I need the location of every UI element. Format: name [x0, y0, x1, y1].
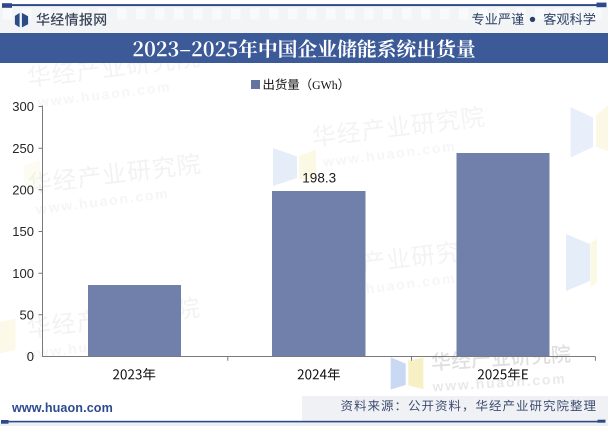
svg-text:200: 200 — [12, 182, 34, 197]
svg-text:www.huaon.com: www.huaon.com — [11, 401, 113, 415]
svg-text:250: 250 — [12, 141, 34, 156]
svg-text:198.3: 198.3 — [302, 170, 336, 185]
svg-text:300: 300 — [12, 99, 34, 114]
svg-text:50: 50 — [20, 307, 34, 322]
svg-text:0: 0 — [27, 349, 34, 364]
svg-text:100: 100 — [12, 266, 34, 281]
svg-text:150: 150 — [12, 224, 34, 239]
